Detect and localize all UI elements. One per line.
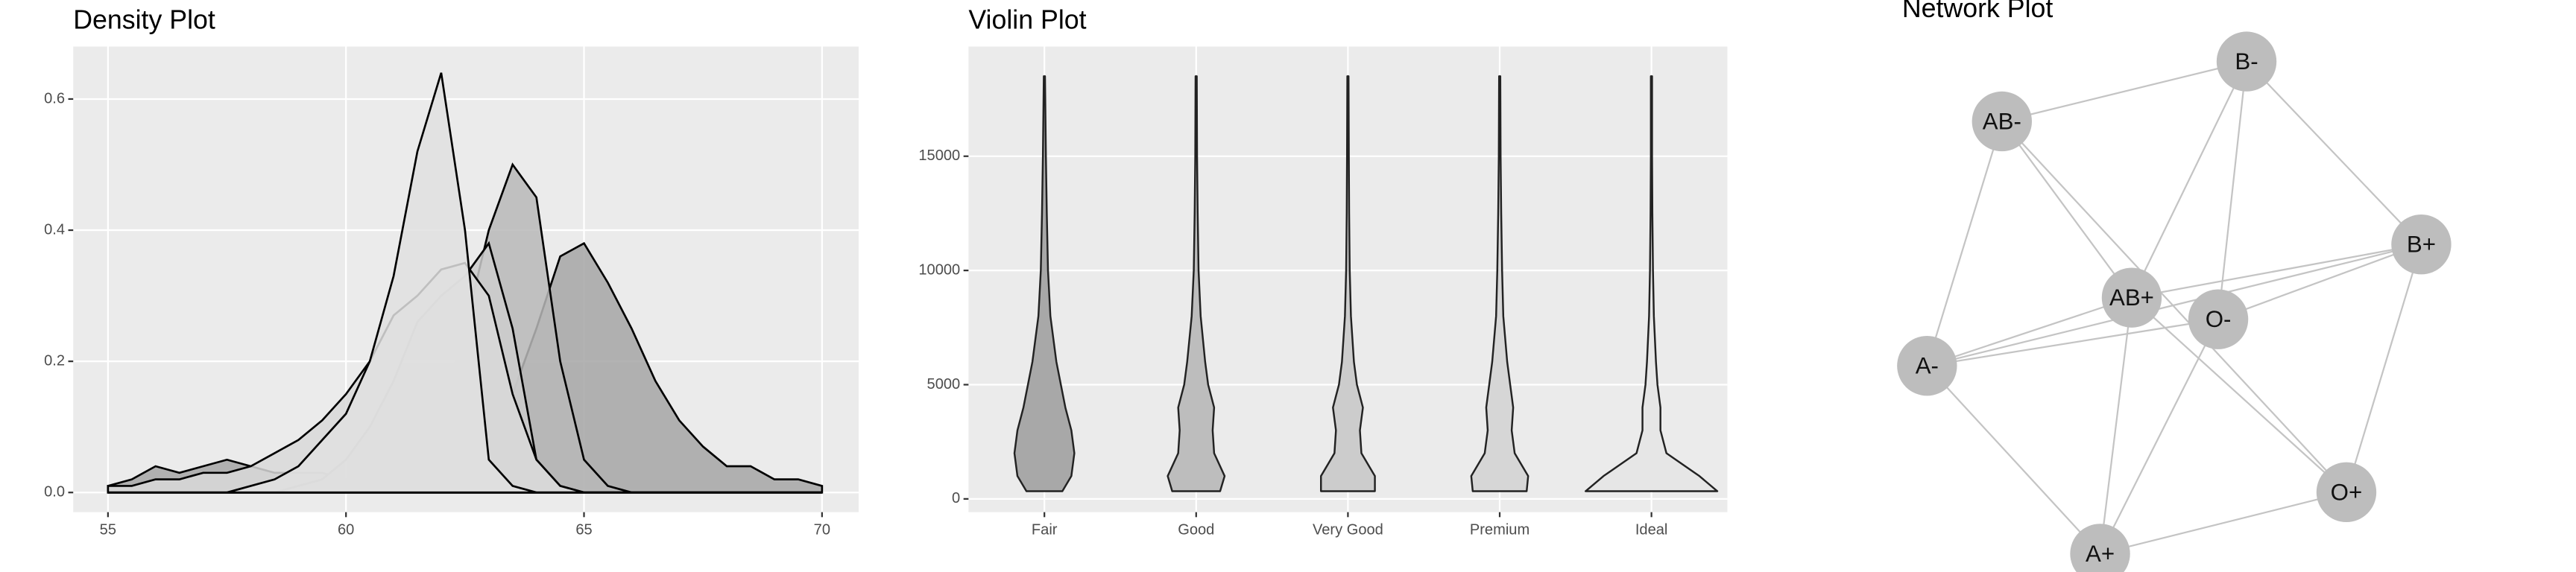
violin (1584, 75, 1719, 492)
edge (1927, 318, 2219, 367)
x-tick-label: 70 (814, 522, 830, 538)
node (2188, 289, 2249, 349)
node (1897, 335, 1957, 396)
violin (1320, 75, 1376, 492)
edge (2217, 244, 2422, 320)
y-tick-label: 0 (952, 490, 960, 506)
node-label: AB+ (2109, 285, 2154, 311)
edge (2001, 60, 2247, 123)
y-tick-label: 10000 (918, 261, 960, 278)
density-area (107, 72, 822, 494)
edge (2131, 296, 2347, 493)
x-tick-label: 65 (575, 522, 592, 538)
node (2391, 214, 2452, 275)
node-label: B+ (2407, 232, 2436, 258)
x-tick-label: Ideal (1635, 522, 1668, 538)
x-tick-label: Good (1178, 522, 1214, 538)
edge (1926, 296, 2133, 367)
chart-title: Network Plot (1902, 0, 2053, 23)
node-label: A- (1916, 353, 1939, 379)
edge (2131, 244, 2422, 299)
y-tick-label: 0.2 (44, 352, 65, 369)
edge (2130, 61, 2248, 299)
chart-title: Density Plot (73, 4, 215, 34)
node (2216, 31, 2277, 92)
x-tick-label: Very Good (1313, 522, 1383, 538)
y-tick-label: 0.0 (44, 484, 65, 500)
edge (2246, 60, 2422, 245)
x-tick-label: 55 (100, 522, 116, 538)
chart-title: Violin Plot (968, 4, 1086, 34)
y-tick-label: 0.6 (44, 90, 65, 107)
y-tick-label: 0.4 (44, 221, 65, 238)
edge (2001, 121, 2133, 299)
node (2101, 267, 2162, 328)
x-tick-label: Premium (1470, 522, 1530, 538)
x-tick-label: 60 (338, 522, 354, 538)
edge (1926, 365, 2101, 555)
node-label: O- (2206, 306, 2232, 332)
edge (1926, 121, 2003, 366)
violin (1013, 75, 1076, 492)
edge (2099, 319, 2220, 554)
node-label: B- (2235, 48, 2258, 74)
node-label: AB- (1983, 108, 2021, 134)
edge (2099, 297, 2133, 554)
node (2070, 524, 2130, 572)
node (2316, 462, 2377, 523)
node-label: A+ (2086, 541, 2115, 567)
y-tick-label: 5000 (927, 376, 961, 393)
y-tick-label: 15000 (918, 147, 960, 164)
node-label: O+ (2331, 479, 2363, 505)
violin (1470, 75, 1530, 492)
charts: Density Plot 55 60 65 70 0.0 0.2 0.4 0.6 Violin P… (44, 0, 2452, 572)
node (1972, 91, 2033, 152)
edge (1927, 244, 2422, 367)
edge (2001, 121, 2347, 493)
x-tick-label: Fair (1032, 522, 1058, 538)
edge (2345, 244, 2422, 493)
edge (2100, 491, 2347, 555)
edge (2217, 61, 2248, 320)
violin (1167, 75, 1226, 492)
